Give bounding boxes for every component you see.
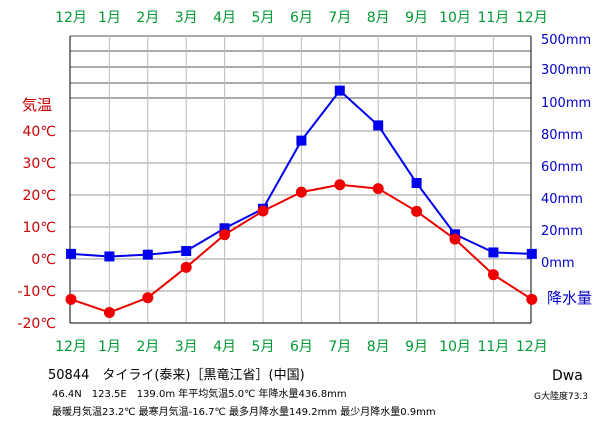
precip-axis-title: 降水量 bbox=[547, 289, 592, 307]
month-label-top: 8月 bbox=[367, 10, 390, 26]
temp-marker bbox=[219, 229, 231, 241]
precip-marker bbox=[104, 251, 115, 262]
month-label-top: 5月 bbox=[252, 10, 275, 26]
station-location: 46.4N 123.5E 139.0m 年平均気温5.0℃ 年降水量436.8m… bbox=[52, 389, 347, 400]
temp-marker bbox=[295, 186, 307, 198]
axes: 12月 12月 1月 1月 2月 2月 3月 3月 4月 4月 5月 5月 6月 6月 7月 7月 8月 8月 9月… bbox=[17, 10, 591, 355]
temp-tick-label: -20℃ bbox=[17, 316, 56, 332]
month-label-top: 2月 bbox=[136, 10, 159, 26]
month-label-top: 6月 bbox=[290, 10, 313, 26]
precip-tick-label: 0mm bbox=[541, 256, 575, 271]
month-label-top: 11月 bbox=[477, 10, 509, 26]
month-label-bottom: 4月 bbox=[213, 339, 236, 355]
temp-marker bbox=[142, 292, 154, 304]
temp-marker bbox=[487, 269, 499, 281]
precip-marker bbox=[373, 120, 384, 131]
month-label-top: 4月 bbox=[213, 10, 236, 26]
month-label-bottom: 2月 bbox=[136, 339, 159, 355]
precip-marker bbox=[66, 248, 76, 259]
month-label-bottom: 3月 bbox=[175, 339, 198, 355]
month-label-bottom: 10月 bbox=[439, 339, 471, 355]
month-label-bottom: 8月 bbox=[367, 339, 390, 355]
climate-description: G大陸度73.3 bbox=[534, 392, 589, 402]
precip-tick-label: 100mm bbox=[541, 96, 591, 111]
month-label-bottom: 6月 bbox=[290, 339, 313, 355]
temp-tick-label: -10℃ bbox=[17, 284, 56, 300]
temp-tick-label: 10℃ bbox=[22, 220, 56, 236]
station-title: 50844 タイライ(泰来)［黒竜江省］(中国) bbox=[48, 368, 305, 383]
precip-marker bbox=[219, 223, 230, 234]
temp-tick-label: 30℃ bbox=[22, 156, 56, 172]
precip-marker bbox=[296, 135, 307, 146]
precip-marker bbox=[181, 246, 192, 256]
temp-tick-label: 20℃ bbox=[22, 188, 56, 204]
temp-axis-title: 気温 bbox=[22, 96, 52, 114]
precip-tick-label: 80mm bbox=[541, 128, 583, 143]
temp-marker bbox=[180, 261, 192, 273]
temp-marker bbox=[449, 233, 461, 245]
month-label-top: 3月 bbox=[175, 10, 198, 26]
month-label-top: 12月 bbox=[516, 10, 548, 26]
month-label-bottom: 12月 bbox=[516, 339, 548, 355]
precip-tick-label: 60mm bbox=[541, 160, 583, 175]
month-label-top: 1月 bbox=[98, 10, 121, 26]
precip-tick-label: 300mm bbox=[541, 63, 591, 78]
axis-labels: 気温 降水量 bbox=[22, 96, 592, 307]
station-extremes: 最暖月気温23.2℃ 最寒月気温-16.7℃ 最多月降水量149.2mm 最少月… bbox=[52, 407, 436, 418]
month-label-top: 12月 bbox=[55, 10, 87, 26]
precip-tick-label: 40mm bbox=[541, 192, 583, 207]
month-label-bottom: 12月 bbox=[55, 339, 87, 355]
precip-tick-label: 20mm bbox=[541, 224, 583, 239]
precip-marker bbox=[142, 249, 153, 260]
precip-marker bbox=[334, 85, 345, 96]
grid bbox=[70, 35, 531, 323]
month-label-bottom: 9月 bbox=[405, 339, 428, 355]
month-label-top: 10月 bbox=[439, 10, 471, 26]
month-label-top: 9月 bbox=[405, 10, 428, 26]
month-label-bottom: 11月 bbox=[477, 339, 509, 355]
precip-marker bbox=[411, 178, 422, 188]
climate-code: Dwa bbox=[552, 368, 583, 384]
temp-tick-label: 40℃ bbox=[22, 124, 56, 140]
temp-marker bbox=[526, 293, 538, 305]
month-label-bottom: 7月 bbox=[328, 339, 351, 355]
temp-marker bbox=[334, 179, 346, 191]
temp-marker bbox=[372, 183, 384, 195]
temp-tick-label: 0℃ bbox=[31, 252, 56, 268]
month-label-bottom: 1月 bbox=[98, 339, 121, 355]
precip-marker bbox=[488, 247, 499, 258]
temp-marker bbox=[257, 205, 269, 217]
series bbox=[65, 85, 538, 318]
month-label-top: 7月 bbox=[328, 10, 351, 26]
temp-marker bbox=[103, 306, 115, 318]
precip-marker bbox=[526, 248, 537, 259]
temp-marker bbox=[411, 205, 423, 217]
precip-tick-label: 500mm bbox=[541, 33, 591, 48]
temp-marker bbox=[65, 293, 77, 305]
month-label-bottom: 5月 bbox=[252, 339, 275, 355]
